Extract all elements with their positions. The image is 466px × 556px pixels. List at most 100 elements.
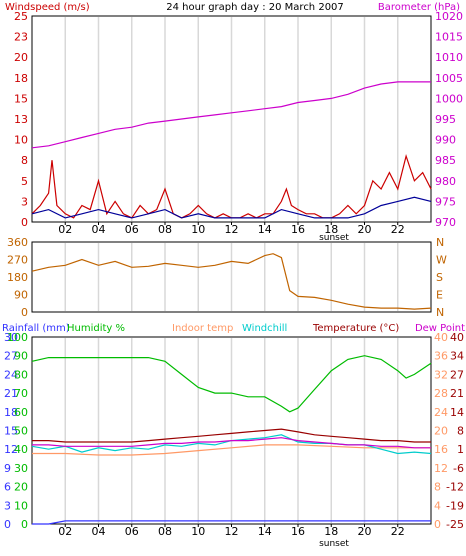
barometer-tick-label: 980 xyxy=(435,175,456,188)
x-tick-label: 20 xyxy=(358,525,372,538)
dewpoint-label: Dew Point xyxy=(415,323,465,334)
humidity-axis-label: Humidity % xyxy=(67,323,125,334)
direction-degree-tick-label: 90 xyxy=(14,289,28,302)
indoor-temp-tick-label: 16 xyxy=(434,443,448,456)
indoor-temp-tick-label: 36 xyxy=(434,350,448,363)
sunset-label-1: sunset xyxy=(319,233,349,243)
x-tick-label: 08 xyxy=(158,525,172,538)
temperature-tick-label: 21 xyxy=(450,387,464,400)
humidity-tick-label: 80 xyxy=(14,368,28,381)
x-tick-label: 10 xyxy=(191,223,205,236)
temperature-axis-label: Temperature (°C) xyxy=(312,323,399,334)
x-tick-label: 14 xyxy=(258,223,272,236)
windspeed-tick-label: 13 xyxy=(14,113,28,126)
direction-degree-tick-label: 0 xyxy=(21,306,28,319)
x-tick-label: 22 xyxy=(391,525,405,538)
rainfall-tick-label: 18 xyxy=(4,406,18,419)
temperature-tick-label: -25 xyxy=(446,518,464,531)
temperature-tick-label: -12 xyxy=(446,481,464,494)
x-tick-label: 14 xyxy=(258,525,272,538)
humidity-tick-label: 60 xyxy=(14,406,28,419)
barometer-tick-label: 1005 xyxy=(435,72,463,85)
temperature-tick-label: 34 xyxy=(450,350,464,363)
windspeed-tick-label: 20 xyxy=(14,51,28,64)
barometer-tick-label: 985 xyxy=(435,154,456,167)
x-tick-label: 06 xyxy=(125,525,139,538)
windspeed-axis-label: Windspeed (m/s) xyxy=(5,2,90,13)
barometer-axis-label: Barometer (hPa) xyxy=(378,2,460,13)
windspeed-tick-label: 5 xyxy=(21,175,28,188)
indoor-temp-tick-label: 20 xyxy=(434,425,448,438)
temperature-tick-label: 14 xyxy=(450,406,464,419)
x-tick-label: 12 xyxy=(225,223,239,236)
x-tick-label: 20 xyxy=(358,223,372,236)
x-tick-label: 12 xyxy=(225,525,239,538)
indoor-temp-tick-label: 28 xyxy=(434,387,448,400)
x-tick-label: 18 xyxy=(324,525,338,538)
humidity-tick-label: 0 xyxy=(21,518,28,531)
compass-tick-label: N xyxy=(436,306,444,319)
barometer-line xyxy=(31,81,431,149)
humidity-line xyxy=(31,355,432,413)
temperature-tick-label: 1 xyxy=(457,443,464,456)
dewpoint-line xyxy=(32,437,431,449)
windspeed-tick-label: 10 xyxy=(14,134,28,147)
indoor-temp-tick-label: 12 xyxy=(434,462,448,475)
indoor-temp-tick-label: 40 xyxy=(434,331,448,344)
indoor-temp-label: Indoor temp xyxy=(172,323,233,334)
rainfall-tick-label: 3 xyxy=(4,499,11,512)
direction-degree-tick-label: 360 xyxy=(7,236,28,249)
x-tick-label: 02 xyxy=(58,525,72,538)
humidity-tick-label: 50 xyxy=(14,425,28,438)
humidity-tick-label: 70 xyxy=(14,387,28,400)
rainfall-tick-label: 27 xyxy=(4,350,18,363)
temperature-tick-label: 8 xyxy=(457,425,464,438)
rainfall-tick-label: 30 xyxy=(4,331,18,344)
windspeed-tick-label: 18 xyxy=(14,72,28,85)
windspeed-tick-label: 0 xyxy=(21,216,28,229)
temperature-humidity-panel: Rainfall (mm) Humidity % Indoor temp Win… xyxy=(2,323,465,549)
chart-title: 24 hour graph day : 20 March 2007 xyxy=(166,2,344,13)
indoor-temp-tick-label: 0 xyxy=(434,518,441,531)
compass-tick-label: N xyxy=(436,236,444,249)
humidity-tick-label: 30 xyxy=(14,462,28,475)
x-tick-label: 06 xyxy=(125,223,139,236)
windspeed-tick-label: 15 xyxy=(14,92,28,105)
x-tick-label: 02 xyxy=(58,223,72,236)
barometer-tick-label: 1010 xyxy=(435,51,463,64)
sunset-label-2: sunset xyxy=(319,539,349,549)
x-tick-label: 08 xyxy=(158,223,172,236)
temperature-tick-label: -19 xyxy=(446,499,464,512)
rainfall-tick-label: 9 xyxy=(4,462,11,475)
x-tick-label: 10 xyxy=(191,525,205,538)
wind-direction-line xyxy=(31,253,432,310)
temperature-line xyxy=(32,428,431,443)
windspeed-tick-label: 3 xyxy=(21,195,28,208)
barometer-tick-label: 970 xyxy=(435,216,456,229)
humidity-tick-label: 20 xyxy=(14,481,28,494)
temperature-tick-label: -6 xyxy=(453,462,464,475)
windchill-label: Windchill xyxy=(242,323,287,334)
temperature-tick-label: 27 xyxy=(450,368,464,381)
x-tick-label: 04 xyxy=(92,525,106,538)
x-tick-label: 16 xyxy=(291,223,305,236)
rainfall-tick-label: 21 xyxy=(4,387,18,400)
humidity-tick-label: 40 xyxy=(14,443,28,456)
direction-degree-tick-label: 270 xyxy=(7,254,28,267)
x-tick-label: 18 xyxy=(324,223,338,236)
rainfall-axis-label: Rainfall (mm) xyxy=(2,323,70,334)
indoor-temp-tick-label: 32 xyxy=(434,368,448,381)
x-tick-label: 16 xyxy=(291,525,305,538)
rainfall-tick-label: 12 xyxy=(4,443,18,456)
rainfall-tick-label: 15 xyxy=(4,425,18,438)
compass-tick-label: W xyxy=(436,254,447,267)
humidity-tick-label: 90 xyxy=(14,350,28,363)
rainfall-line xyxy=(32,520,431,525)
indoor-temp-tick-label: 24 xyxy=(434,406,448,419)
x-tick-label: 04 xyxy=(92,223,106,236)
rainfall-tick-label: 24 xyxy=(4,368,18,381)
wind-barometer-panel: Windspeed (m/s) 24 hour graph day : 20 M… xyxy=(5,2,463,243)
barometer-tick-label: 990 xyxy=(435,134,456,147)
